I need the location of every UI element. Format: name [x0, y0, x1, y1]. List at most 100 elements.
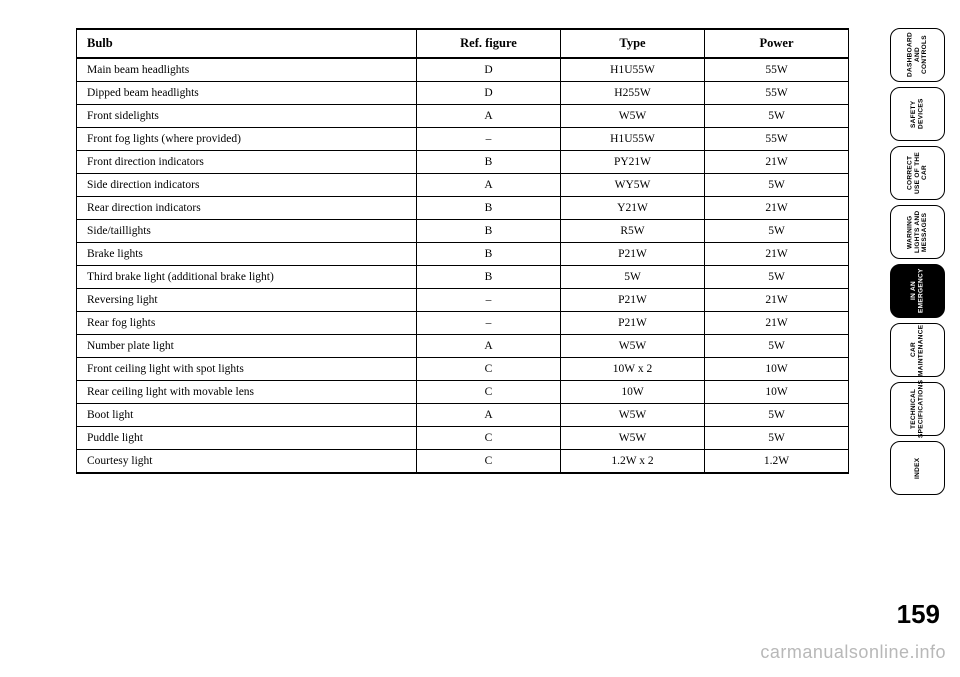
cell-ref-figure: B — [417, 197, 561, 220]
cell-type: P21W — [561, 312, 705, 335]
cell-power: 21W — [705, 312, 849, 335]
table-row: Rear fog lights–P21W21W — [77, 312, 849, 335]
cell-power: 10W — [705, 381, 849, 404]
cell-type: H255W — [561, 82, 705, 105]
cell-ref-figure: A — [417, 105, 561, 128]
table-row: Brake lightsBP21W21W — [77, 243, 849, 266]
cell-ref-figure: B — [417, 243, 561, 266]
table-row: Puddle lightCW5W5W — [77, 427, 849, 450]
cell-ref-figure: – — [417, 128, 561, 151]
cell-bulb-name: Boot light — [77, 404, 417, 427]
cell-ref-figure: A — [417, 404, 561, 427]
cell-type: PY21W — [561, 151, 705, 174]
cell-type: H1U55W — [561, 58, 705, 82]
cell-power: 21W — [705, 197, 849, 220]
section-tab[interactable]: CORRECT USE OF THE CAR — [890, 146, 945, 200]
section-tabs: DASHBOARD AND CONTROLSSAFETY DEVICESCORR… — [890, 28, 945, 495]
cell-type: Y21W — [561, 197, 705, 220]
cell-power: 5W — [705, 335, 849, 358]
header-bulb: Bulb — [77, 29, 417, 58]
header-ref-figure: Ref. figure — [417, 29, 561, 58]
table-row: Boot lightAW5W5W — [77, 404, 849, 427]
table-row: Rear ceiling light with movable lensC10W… — [77, 381, 849, 404]
cell-ref-figure: C — [417, 450, 561, 474]
cell-ref-figure: C — [417, 427, 561, 450]
table-header-row: Bulb Ref. figure Type Power — [77, 29, 849, 58]
cell-power: 55W — [705, 82, 849, 105]
cell-type: P21W — [561, 289, 705, 312]
cell-ref-figure: C — [417, 381, 561, 404]
table-row: Front fog lights (where provided)–H1U55W… — [77, 128, 849, 151]
header-power: Power — [705, 29, 849, 58]
cell-power: 21W — [705, 151, 849, 174]
table-row: Third brake light (additional brake ligh… — [77, 266, 849, 289]
cell-type: W5W — [561, 404, 705, 427]
section-tab[interactable]: SAFETY DEVICES — [890, 87, 945, 141]
cell-type: 10W x 2 — [561, 358, 705, 381]
cell-type: W5W — [561, 105, 705, 128]
cell-ref-figure: A — [417, 335, 561, 358]
cell-type: P21W — [561, 243, 705, 266]
table-row: Front ceiling light with spot lightsC10W… — [77, 358, 849, 381]
cell-power: 5W — [705, 427, 849, 450]
cell-bulb-name: Rear fog lights — [77, 312, 417, 335]
section-tab[interactable]: TECHNICAL SPECIFICATIONS — [890, 382, 945, 436]
cell-ref-figure: B — [417, 220, 561, 243]
bulb-table-container: Bulb Ref. figure Type Power Main beam he… — [76, 28, 848, 474]
section-tab[interactable]: IN AN EMERGENCY — [890, 264, 945, 318]
cell-type: 5W — [561, 266, 705, 289]
cell-ref-figure: – — [417, 312, 561, 335]
cell-ref-figure: A — [417, 174, 561, 197]
cell-type: W5W — [561, 335, 705, 358]
table-row: Dipped beam headlightsDH255W55W — [77, 82, 849, 105]
cell-power: 10W — [705, 358, 849, 381]
cell-bulb-name: Puddle light — [77, 427, 417, 450]
cell-power: 55W — [705, 128, 849, 151]
cell-ref-figure: – — [417, 289, 561, 312]
section-tab[interactable]: DASHBOARD AND CONTROLS — [890, 28, 945, 82]
cell-bulb-name: Side/taillights — [77, 220, 417, 243]
cell-ref-figure: D — [417, 58, 561, 82]
cell-type: H1U55W — [561, 128, 705, 151]
section-tab[interactable]: WARNING LIGHTS AND MESSAGES — [890, 205, 945, 259]
cell-power: 5W — [705, 266, 849, 289]
table-row: Courtesy lightC1.2W x 21.2W — [77, 450, 849, 474]
cell-ref-figure: B — [417, 266, 561, 289]
table-row: Reversing light–P21W21W — [77, 289, 849, 312]
cell-bulb-name: Rear direction indicators — [77, 197, 417, 220]
cell-bulb-name: Front fog lights (where provided) — [77, 128, 417, 151]
cell-power: 5W — [705, 404, 849, 427]
watermark: carmanualsonline.info — [760, 642, 946, 663]
section-tab[interactable]: INDEX — [890, 441, 945, 495]
cell-bulb-name: Front sidelights — [77, 105, 417, 128]
cell-type: 1.2W x 2 — [561, 450, 705, 474]
cell-bulb-name: Side direction indicators — [77, 174, 417, 197]
cell-type: R5W — [561, 220, 705, 243]
cell-power: 1.2W — [705, 450, 849, 474]
page-number: 159 — [897, 599, 940, 630]
cell-bulb-name: Front direction indicators — [77, 151, 417, 174]
cell-type: 10W — [561, 381, 705, 404]
cell-bulb-name: Rear ceiling light with movable lens — [77, 381, 417, 404]
cell-bulb-name: Courtesy light — [77, 450, 417, 474]
cell-type: WY5W — [561, 174, 705, 197]
table-row: Side direction indicatorsAWY5W5W — [77, 174, 849, 197]
table-row: Main beam headlightsDH1U55W55W — [77, 58, 849, 82]
header-type: Type — [561, 29, 705, 58]
cell-ref-figure: D — [417, 82, 561, 105]
cell-ref-figure: B — [417, 151, 561, 174]
section-tab[interactable]: CAR MAINTENANCE — [890, 323, 945, 377]
cell-bulb-name: Front ceiling light with spot lights — [77, 358, 417, 381]
table-row: Number plate lightAW5W5W — [77, 335, 849, 358]
cell-bulb-name: Number plate light — [77, 335, 417, 358]
cell-power: 21W — [705, 243, 849, 266]
cell-bulb-name: Dipped beam headlights — [77, 82, 417, 105]
cell-power: 21W — [705, 289, 849, 312]
cell-power: 5W — [705, 220, 849, 243]
table-row: Front direction indicatorsBPY21W21W — [77, 151, 849, 174]
table-row: Rear direction indicatorsBY21W21W — [77, 197, 849, 220]
cell-bulb-name: Brake lights — [77, 243, 417, 266]
cell-power: 5W — [705, 105, 849, 128]
cell-power: 55W — [705, 58, 849, 82]
table-row: Front sidelightsAW5W5W — [77, 105, 849, 128]
